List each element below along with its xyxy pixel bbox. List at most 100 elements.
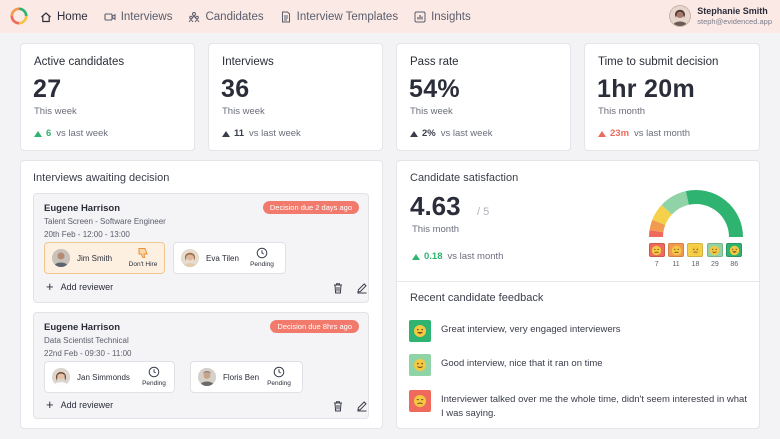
trash-icon[interactable] bbox=[332, 400, 344, 412]
rating-count: 7 bbox=[654, 261, 659, 268]
nav-item-label: Interview Templates bbox=[296, 10, 399, 23]
rating-bucket: 18 bbox=[686, 243, 705, 268]
reviewer-card[interactable]: Jim Smith Don't Hire bbox=[44, 242, 165, 274]
interview-role: Talent Screen - Software Engineer bbox=[44, 217, 166, 226]
stat-title: Time to submit decision bbox=[598, 56, 719, 68]
edit-icon[interactable] bbox=[356, 282, 368, 294]
top-navigation-bar: Home Interviews Candidates Interview Tem… bbox=[0, 0, 780, 33]
stat-compare: vs last month bbox=[634, 128, 690, 139]
satisfaction-gauge bbox=[649, 190, 743, 238]
stat-period: This week bbox=[222, 106, 265, 117]
happy-face-icon bbox=[706, 243, 723, 257]
interview-card[interactable]: Eugene Harrison Talent Screen - Software… bbox=[33, 193, 369, 303]
score-out-of: / 5 bbox=[477, 206, 490, 218]
stat-card-time-to-decision[interactable]: Time to submit decision 1hr 20m This mon… bbox=[584, 43, 760, 151]
stat-delta: 23m bbox=[610, 128, 630, 139]
reviewer-status: Don't Hire bbox=[123, 247, 163, 268]
stat-period: This week bbox=[410, 106, 453, 117]
sad-face-icon bbox=[409, 390, 431, 412]
stat-title: Interviews bbox=[222, 56, 274, 68]
candidate-name: Eugene Harrison bbox=[44, 322, 121, 333]
rating-count: 11 bbox=[672, 261, 680, 268]
feedback-item: Interviewer talked over me the whole tim… bbox=[409, 390, 751, 421]
stat-period: This month bbox=[598, 106, 645, 117]
rating-count: 29 bbox=[710, 261, 719, 268]
add-reviewer-button[interactable]: + Add reviewer bbox=[46, 398, 113, 411]
app-logo-icon[interactable] bbox=[10, 7, 28, 25]
rating-bucket: 7 bbox=[647, 243, 666, 268]
stat-compare: vs last week bbox=[56, 128, 109, 139]
sad-face-icon bbox=[648, 243, 665, 257]
clock-icon bbox=[148, 366, 160, 378]
main-nav: Home Interviews Candidates Interview Tem… bbox=[40, 0, 487, 33]
gauge-segment-rating-4 bbox=[661, 191, 690, 215]
feedback-text: Great interview, very engaged interviewe… bbox=[441, 324, 621, 335]
very-happy-face-icon bbox=[409, 320, 431, 342]
stat-card-interviews[interactable]: Interviews 36 This week 11 vs last week bbox=[208, 43, 383, 151]
very-happy-face-icon bbox=[726, 243, 743, 257]
user-menu[interactable]: Stephanie Smith steph@evidenced.app bbox=[669, 5, 772, 27]
edit-icon[interactable] bbox=[356, 400, 368, 412]
unhappy-face-icon bbox=[668, 243, 685, 257]
reviewer-status: Pending bbox=[259, 366, 299, 387]
add-reviewer-button[interactable]: + Add reviewer bbox=[46, 280, 113, 293]
nav-item-insights[interactable]: Insights bbox=[414, 0, 471, 33]
stat-compare: vs last month bbox=[447, 251, 504, 262]
feedback-text: Good interview, nice that it ran on time bbox=[441, 358, 603, 369]
rating-bucket: 11 bbox=[666, 243, 685, 268]
rating-count: 86 bbox=[730, 261, 739, 268]
feedback-item: Great interview, very engaged interviewe… bbox=[409, 320, 751, 342]
rating-distribution: 7 11 18 29 86 bbox=[647, 243, 744, 268]
feedback-title: Recent candidate feedback bbox=[410, 292, 544, 304]
nav-item-interviews[interactable]: Interviews bbox=[104, 0, 173, 33]
candidate-name: Eugene Harrison bbox=[44, 203, 121, 214]
interview-role: Data Scientist Technical bbox=[44, 336, 129, 345]
stat-period: This month bbox=[412, 224, 459, 235]
interviews-awaiting-panel: Interviews awaiting decision Eugene Harr… bbox=[20, 160, 383, 429]
avatar bbox=[52, 368, 70, 386]
status-badge: Decision due 2 days ago bbox=[262, 201, 359, 214]
rating-bucket: 86 bbox=[725, 243, 744, 268]
stat-trend: 0.18 vs last month bbox=[412, 251, 503, 262]
reviewer-status-label: Pending bbox=[142, 380, 166, 387]
stat-trend: 11 vs last week bbox=[222, 128, 301, 139]
gauge-segment-rating-5 bbox=[685, 190, 743, 238]
nav-item-candidates[interactable]: Candidates bbox=[188, 0, 264, 33]
stat-card-active-candidates[interactable]: Active candidates 27 This week 6 vs last… bbox=[20, 43, 195, 151]
thumbs-down-icon bbox=[138, 248, 148, 258]
reviewer-name: Jan Simmonds bbox=[77, 373, 130, 382]
clock-icon bbox=[273, 366, 285, 378]
stat-card-pass-rate[interactable]: Pass rate 54% This week 2% vs last week bbox=[396, 43, 571, 151]
document-icon bbox=[281, 11, 290, 22]
interview-date: 22nd Feb - 09:30 - 11:00 bbox=[44, 349, 132, 358]
avatar bbox=[181, 249, 199, 267]
reviewer-name: Eva Tilen bbox=[206, 254, 239, 263]
trend-up-icon bbox=[34, 130, 42, 137]
feedback-text: Interviewer talked over me the whole tim… bbox=[441, 394, 747, 419]
stat-delta: 11 bbox=[234, 128, 245, 139]
happy-face-icon bbox=[409, 354, 431, 376]
stat-delta: 0.18 bbox=[424, 251, 443, 262]
gauge-segment-rating-2 bbox=[649, 219, 666, 233]
interview-card[interactable]: Eugene Harrison Data Scientist Technical… bbox=[33, 312, 369, 419]
avatar bbox=[669, 5, 692, 27]
stat-compare: vs last week bbox=[249, 128, 301, 139]
nav-item-interview-templates[interactable]: Interview Templates bbox=[280, 0, 398, 33]
reviewer-card[interactable]: Eva Tilen Pending bbox=[173, 242, 286, 274]
reviewer-card[interactable]: Jan Simmonds Pending bbox=[44, 361, 175, 393]
feedback-item: Good interview, nice that it ran on time bbox=[409, 354, 751, 376]
nav-item-home[interactable]: Home bbox=[40, 0, 88, 33]
reviewer-status-label: Pending bbox=[250, 261, 274, 268]
trash-icon[interactable] bbox=[332, 282, 344, 294]
reviewer-card[interactable]: Floris Ben Pending bbox=[190, 361, 303, 393]
nav-item-label: Interviews bbox=[120, 10, 173, 23]
stat-title: Active candidates bbox=[34, 56, 125, 68]
nav-item-label: Home bbox=[57, 10, 88, 23]
rating-count: 18 bbox=[691, 261, 700, 268]
rating-bucket: 29 bbox=[705, 243, 724, 268]
trend-up-icon bbox=[222, 130, 230, 137]
reviewer-status: Pending bbox=[242, 247, 282, 268]
stat-trend: 2% vs last week bbox=[410, 128, 492, 139]
gauge-segment-rating-3 bbox=[652, 204, 673, 226]
nav-item-label: Candidates bbox=[205, 10, 264, 23]
